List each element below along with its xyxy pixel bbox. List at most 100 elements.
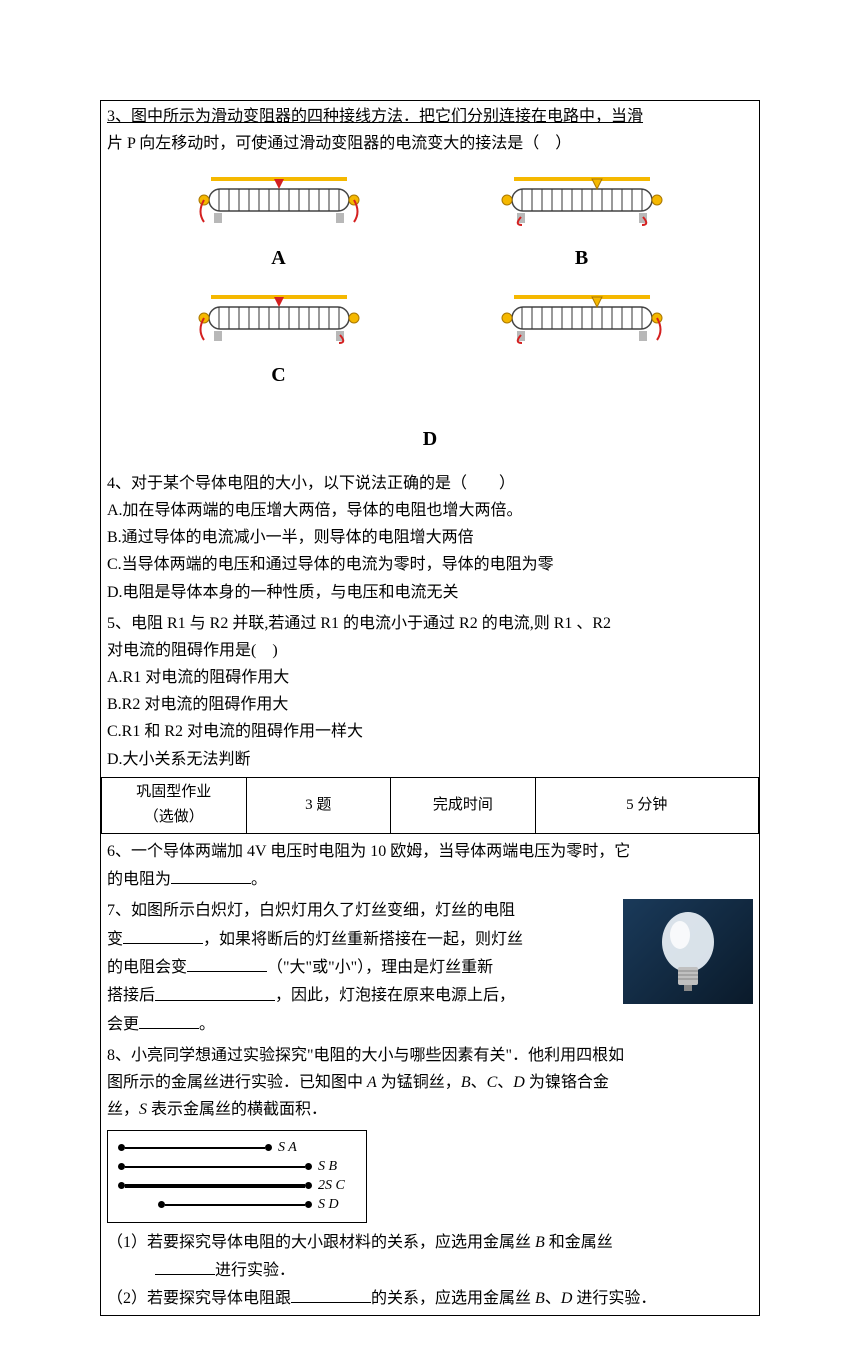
q8-sep2: 、 xyxy=(497,1074,513,1091)
question-4: 4、对于某个导体电阻的大小，以下说法正确的是（ ） A.加在导体两端的电压增大两… xyxy=(101,468,759,608)
subtable-c1b: （选做） xyxy=(108,805,240,831)
q4-A: A.加在导体两端的电压增大两倍，导体的电阻也增大两倍。 xyxy=(107,497,753,524)
q8-sub2-pre: （2）若要探究导体电阻跟 xyxy=(107,1290,291,1307)
q5-line2: 对电流的阻碍作用是( ) xyxy=(107,637,753,664)
q6-line1: 6、一个导体两端加 4V 电压时电阻为 10 欧姆，当导体两端电压为零时，它 xyxy=(107,838,753,865)
q8-sub1-line2: 进行实验． xyxy=(107,1256,753,1284)
wire-B: S B xyxy=(118,1159,356,1175)
q8-sub2-B: B xyxy=(535,1290,545,1307)
q8-sep1: 、 xyxy=(471,1074,487,1091)
q6-l2-post: 。 xyxy=(251,871,267,888)
q4-C: C.当导体两端的电压和通过导体的电流为零时，导体的电阻为零 xyxy=(107,551,753,578)
q8-l3-post: 表示金属丝的横截面积． xyxy=(147,1101,327,1118)
q7-blank1[interactable] xyxy=(123,925,203,944)
q8-sub1-B: B xyxy=(535,1234,545,1251)
subtable-c1: 巩固型作业 （选做） xyxy=(102,777,247,833)
q8-sub1: （1）若要探究导体电阻的大小跟材料的关系，应选用金属丝 B 和金属丝 xyxy=(107,1229,753,1256)
dot-icon xyxy=(118,1144,125,1151)
q4-D: D.电阻是导体本身的一种性质，与电压和电流无关 xyxy=(107,579,753,606)
q5-C: C.R1 和 R2 对电流的阻碍作用一样大 xyxy=(107,718,753,745)
q8-l2-pre: 图所示的金属丝进行实验．已知图中 xyxy=(107,1074,367,1091)
rheostat-D-svg xyxy=(492,285,672,345)
question-5: 5、电阻 R1 与 R2 并联,若通过 R1 的电流小于通过 R2 的电流,则 … xyxy=(101,608,759,775)
q8-sub2-blank[interactable] xyxy=(291,1284,371,1303)
label-A: A xyxy=(189,241,369,275)
subtable-c4: 5 分钟 xyxy=(535,777,758,833)
wire-C: 2S C xyxy=(118,1178,356,1194)
wire-line-D xyxy=(165,1204,305,1206)
homework-subtable: 巩固型作业 （选做） 3 题 完成时间 5 分钟 xyxy=(101,777,759,834)
wire-line-B xyxy=(125,1166,305,1168)
label-B: B xyxy=(492,241,672,275)
rheostat-B-svg xyxy=(492,167,672,227)
q8-sub2-post: 进行实验． xyxy=(572,1290,656,1307)
q8-l2: 图所示的金属丝进行实验．已知图中 A 为锰铜丝，B、C、D 为镍铬合金 xyxy=(107,1069,753,1096)
q8-sub1-ind: 进行实验． xyxy=(215,1262,295,1279)
rheostat-D-img xyxy=(492,285,672,392)
q8-sub2-mid: 的关系，应选用金属丝 xyxy=(371,1290,535,1307)
q8-l3-pre: 丝， xyxy=(107,1101,139,1118)
q8-var-S: S xyxy=(139,1101,147,1118)
wire-label-D: S D xyxy=(318,1193,339,1217)
label-C: C xyxy=(189,358,369,392)
main-content-frame: 3、图中所示为滑动变阻器的四种接线方法．把它们分别连接在电路中，当滑 片 P 向… xyxy=(100,100,760,1316)
q7-l4-mid: ，因此，灯泡接在原来电源上后， xyxy=(275,988,515,1005)
q8-var-A: A xyxy=(367,1074,377,1091)
q7-l4-pre: 搭接后 xyxy=(107,988,155,1005)
q7-blank4[interactable] xyxy=(139,1010,199,1029)
q8-var-D: D xyxy=(513,1074,525,1091)
rheostat-A-svg xyxy=(189,167,369,227)
q8-l1: 8、小亮同学想通过实验探究"电阻的大小与哪些因素有关"．他利用四根如 xyxy=(107,1042,753,1069)
rheostat-A: A xyxy=(189,167,369,274)
q8-sub1-pre: （1）若要探究导体电阻的大小跟材料的关系，应选用金属丝 xyxy=(107,1234,535,1251)
q6-l2-pre: 的电阻为 xyxy=(107,871,171,888)
dot-icon xyxy=(158,1201,165,1208)
dot-icon xyxy=(265,1144,272,1151)
q8-l2-post: 为镍铬合金 xyxy=(525,1074,609,1091)
q3-line1: 3、图中所示为滑动变阻器的四种接线方法．把它们分别连接在电路中，当滑 xyxy=(107,108,643,125)
q8-sub1-blank[interactable] xyxy=(155,1256,215,1275)
label-D: D xyxy=(423,428,437,450)
dot-icon xyxy=(118,1163,125,1170)
q6-line2: 的电阻为 。 xyxy=(107,865,753,893)
subtable-c1a: 巩固型作业 xyxy=(108,780,240,806)
dot-icon xyxy=(305,1182,312,1189)
q5-D: D.大小关系无法判断 xyxy=(107,746,753,773)
bulb-svg xyxy=(648,907,728,997)
wire-line-C xyxy=(125,1184,305,1188)
dot-icon xyxy=(305,1201,312,1208)
question-7: 7、如图所示白炽灯，白炽灯用久了灯丝变细，灯丝的电阻 变，如果将断后的灯丝重新搭… xyxy=(101,895,759,1040)
q8-sub2-sep: 、 xyxy=(545,1290,561,1307)
rheostat-C: C xyxy=(189,285,369,392)
question-6: 6、一个导体两端加 4V 电压时电阻为 10 欧姆，当导体两端电压为零时，它 的… xyxy=(101,836,759,896)
q4-prompt: 4、对于某个导体电阻的大小，以下说法正确的是（ ） xyxy=(107,470,753,497)
rheostat-row-1: A B xyxy=(107,167,753,274)
page: 3、图中所示为滑动变阻器的四种接线方法．把它们分别连接在电路中，当滑 片 P 向… xyxy=(0,0,860,1356)
q5-A: A.R1 对电流的阻碍作用大 xyxy=(107,664,753,691)
question-3: 3、图中所示为滑动变阻器的四种接线方法．把它们分别连接在电路中，当滑 片 P 向… xyxy=(101,101,759,468)
q8-var-B: B xyxy=(461,1074,471,1091)
wire-D: S D xyxy=(118,1197,356,1213)
q8-sub2: （2）若要探究导体电阻跟的关系，应选用金属丝 B、D 进行实验． xyxy=(107,1284,753,1312)
subtable-c3: 完成时间 xyxy=(391,777,536,833)
q7-l3-mid: （"大"或"小"），理由是灯丝重新 xyxy=(267,959,493,976)
wire-label-A: S A xyxy=(278,1136,297,1160)
wire-line-A xyxy=(125,1147,265,1149)
q6-blank[interactable] xyxy=(171,865,251,884)
rheostat-C-svg xyxy=(189,285,369,345)
subtable-c2: 3 题 xyxy=(246,777,391,833)
q7-blank2[interactable] xyxy=(187,953,267,972)
dot-icon xyxy=(118,1182,125,1189)
q7-l2-mid: ，如果将断后的灯丝重新搭接在一起，则灯丝 xyxy=(203,931,523,948)
q8-l2-mid: 为锰铜丝， xyxy=(377,1074,461,1091)
q5-line1: 5、电阻 R1 与 R2 并联,若通过 R1 的电流小于通过 R2 的电流,则 … xyxy=(107,610,753,637)
rheostat-B: B xyxy=(492,167,672,274)
q4-B: B.通过导体的电流减小一半，则导体的电阻增大两倍 xyxy=(107,524,753,551)
q5-B: B.R2 对电流的阻碍作用大 xyxy=(107,691,753,718)
bulb-image xyxy=(623,899,753,1004)
question-8: 8、小亮同学想通过实验探究"电阻的大小与哪些因素有关"．他利用四根如 图所示的金… xyxy=(101,1040,759,1315)
q8-sub1-mid: 和金属丝 xyxy=(545,1234,613,1251)
q8-var-C: C xyxy=(487,1074,498,1091)
q7-blank3[interactable] xyxy=(155,981,275,1000)
wire-A: S A xyxy=(118,1140,356,1156)
